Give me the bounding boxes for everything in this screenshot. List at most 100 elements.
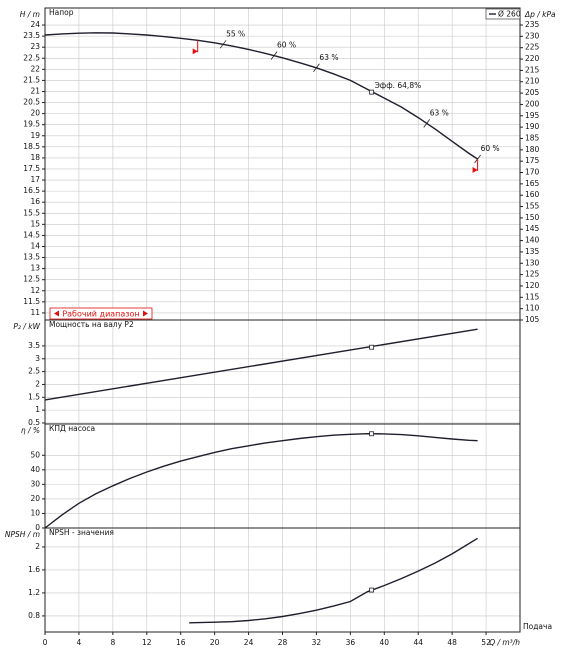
y-tick-label: 19.5 <box>23 120 40 129</box>
x-tick-label: 0 <box>43 638 48 647</box>
y-axis-label: NPSH / m <box>5 530 40 539</box>
y-tick-label: 12.5 <box>23 275 40 284</box>
curve <box>44 432 478 529</box>
efficiency-label: 60 % <box>481 144 500 153</box>
x-tick-label: 24 <box>244 638 254 647</box>
panel-title: КПД насоса <box>49 424 95 433</box>
y-tick-label: 30 <box>30 479 40 488</box>
efficiency-tick <box>219 40 227 49</box>
y2-tick-label: 215 <box>525 65 540 74</box>
y-tick-label: 23.5 <box>23 31 40 40</box>
y2-tick-label: 115 <box>525 292 540 301</box>
y-tick-label: 20.5 <box>23 98 40 107</box>
panel-title: Напор <box>49 8 74 17</box>
x-tick-label: 32 <box>312 638 322 647</box>
y-tick-label: 16.5 <box>23 186 40 195</box>
point-label: Эфф. 64,8% <box>375 81 422 90</box>
y-tick-label: 2.5 <box>28 367 40 376</box>
y-tick-label: 13.5 <box>23 253 40 262</box>
x-tick-label: 52 <box>481 638 491 647</box>
y2-tick-label: 175 <box>525 156 540 165</box>
operating-point <box>369 587 374 593</box>
y-tick-label: 18 <box>30 153 40 162</box>
y-tick-label: 11 <box>30 308 40 317</box>
x-tick-label: 28 <box>278 638 288 647</box>
y-tick-label: 0.5 <box>28 418 40 427</box>
y2-tick-label: 130 <box>525 258 540 267</box>
y-tick-label: 3 <box>35 354 40 363</box>
efficiency-label: 60 % <box>277 41 296 50</box>
x-axis-note: Подача <box>523 622 552 631</box>
y2-tick-label: 205 <box>525 88 540 97</box>
y-tick-label: 2 <box>35 379 40 388</box>
panel-title: NPSH - значения <box>49 528 114 537</box>
y-tick-label: 2 <box>35 542 40 551</box>
range-flag <box>472 167 478 174</box>
efficiency-label: 63 % <box>430 108 449 117</box>
y-tick-label: 40 <box>30 465 40 474</box>
y2-tick-label: 105 <box>525 315 540 324</box>
x-tick-label: 36 <box>346 638 356 647</box>
y-tick-label: 0.8 <box>28 611 40 620</box>
y-tick-label: 17.5 <box>23 164 40 173</box>
y-tick-label: 20 <box>30 494 40 503</box>
x-tick-label: 16 <box>176 638 186 647</box>
y2-tick-label: 110 <box>525 304 540 313</box>
y-tick-label: 1.2 <box>28 588 40 597</box>
x-axis-label: Q / m³/h <box>489 638 520 647</box>
x-tick-label: 20 <box>210 638 220 647</box>
range-arrow-left <box>54 310 59 317</box>
y-axis-label: η / % <box>21 426 40 435</box>
y-tick-label: 10 <box>30 508 40 517</box>
legend-box <box>485 8 521 20</box>
y-tick-label: 13 <box>30 264 40 273</box>
y-tick-label: 50 <box>30 450 40 459</box>
y2-tick-label: 225 <box>525 43 540 52</box>
x-tick-label: 4 <box>77 638 82 647</box>
y-tick-label: 12 <box>30 286 40 295</box>
y-tick-label: 3.5 <box>28 341 40 350</box>
y-axis-label: P₂ / kW <box>13 322 40 331</box>
curve <box>44 32 478 160</box>
y-axis-label: H / m <box>20 10 40 19</box>
y-tick-label: 19 <box>30 131 40 140</box>
efficiency-label: 55 % <box>226 29 245 38</box>
y-tick-label: 1 <box>35 405 40 414</box>
curve <box>189 537 478 624</box>
y-tick-label: 24 <box>30 20 40 29</box>
y2-axis-label: Δp / kPa <box>524 10 556 19</box>
efficiency-tick <box>270 51 278 60</box>
y2-tick-label: 145 <box>525 224 540 233</box>
y-tick-label: 22 <box>30 64 40 73</box>
y2-tick-label: 165 <box>525 179 540 188</box>
y2-tick-label: 185 <box>525 133 540 142</box>
y2-tick-label: 230 <box>525 31 540 40</box>
y-tick-label: 18.5 <box>23 142 40 151</box>
y-tick-label: 11.5 <box>23 297 40 306</box>
operating-point <box>369 431 374 437</box>
y-tick-label: 15 <box>30 219 40 228</box>
y2-tick-label: 190 <box>525 122 540 131</box>
range-flag <box>192 48 198 55</box>
operating-point <box>369 344 374 350</box>
y2-tick-label: 140 <box>525 236 540 245</box>
y2-tick-label: 195 <box>525 111 540 120</box>
efficiency-label: 63 % <box>319 53 338 62</box>
range-arrow-right <box>143 310 148 317</box>
y2-tick-label: 220 <box>525 54 540 63</box>
y-tick-label: 22.5 <box>23 53 40 62</box>
y-tick-label: 21 <box>30 86 40 95</box>
y-tick-label: 0 <box>35 523 40 532</box>
y2-tick-label: 170 <box>525 168 540 177</box>
panel-title: Мощность на валу P2 <box>49 320 134 329</box>
y-tick-label: 16 <box>30 197 40 206</box>
x-tick-label: 48 <box>447 638 457 647</box>
x-tick-label: 40 <box>380 638 390 647</box>
y2-tick-label: 160 <box>525 190 540 199</box>
y-tick-label: 14.5 <box>23 230 40 239</box>
y2-tick-label: 125 <box>525 270 540 279</box>
y-tick-label: 20 <box>30 109 40 118</box>
efficiency-tick <box>313 63 320 73</box>
y-tick-label: 21.5 <box>23 75 40 84</box>
